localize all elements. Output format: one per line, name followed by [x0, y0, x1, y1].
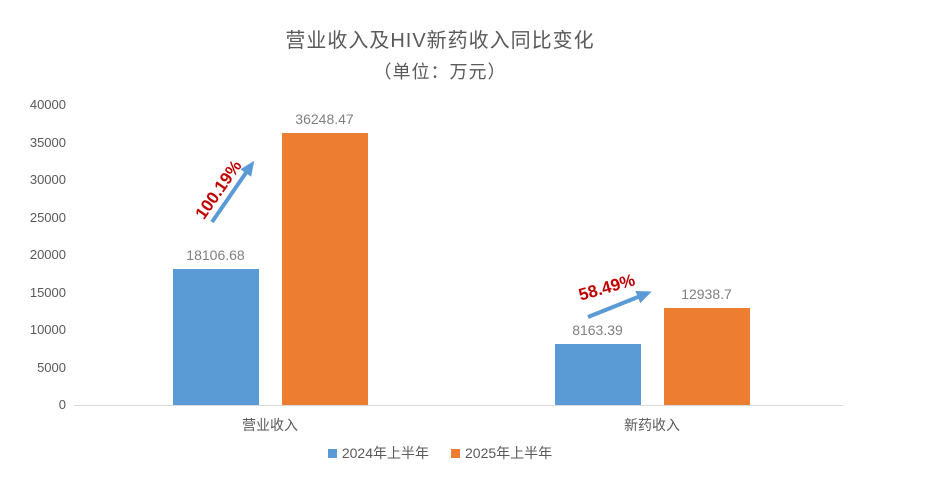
y-tick-label: 40000 — [29, 97, 66, 112]
y-tick-label: 0 — [58, 397, 66, 412]
y-tick-label: 35000 — [29, 134, 66, 150]
legend-item: 2024年上半年 — [327, 443, 429, 463]
legend-swatch-icon — [451, 448, 460, 458]
data-label: 12938.7 — [681, 285, 732, 302]
x-category-label: 营业收入 — [242, 417, 298, 433]
growth-percentage-label: 58.49% — [576, 270, 638, 305]
y-tick-label: 10000 — [29, 322, 66, 337]
legend-swatch-icon — [327, 448, 337, 458]
growth-percentage-label: 100.19% — [191, 156, 246, 223]
y-tick-label: 20000 — [29, 247, 66, 262]
y-tick-label: 30000 — [29, 172, 66, 187]
bar-series1-cat1 — [172, 269, 259, 405]
x-category-label: 新药收入 — [624, 417, 680, 433]
y-tick-label: 15000 — [29, 284, 66, 300]
legend-item-label: 2024年上半年 — [341, 445, 429, 461]
data-label: 36248.47 — [295, 111, 354, 128]
bar-series2-cat1 — [281, 133, 368, 405]
legend-item: 2025年上半年 — [451, 443, 552, 463]
bar-series1-cat2 — [554, 343, 641, 405]
legend: 2024年上半年 2025年上半年 — [0, 443, 880, 463]
legend-item-label: 2025年上半年 — [465, 445, 553, 461]
chart-title: 营业收入及HIV新药收入同比变化 — [285, 30, 595, 52]
data-label: 8163.39 — [572, 321, 623, 338]
y-tick-label: 5000 — [37, 359, 66, 375]
y-tick-label: 25000 — [29, 209, 66, 225]
chart-subtitle: （单位：万元） — [373, 62, 507, 82]
x-axis-line — [74, 405, 843, 406]
bar-series2-cat2 — [663, 307, 750, 405]
data-label: 18106.68 — [186, 247, 245, 264]
